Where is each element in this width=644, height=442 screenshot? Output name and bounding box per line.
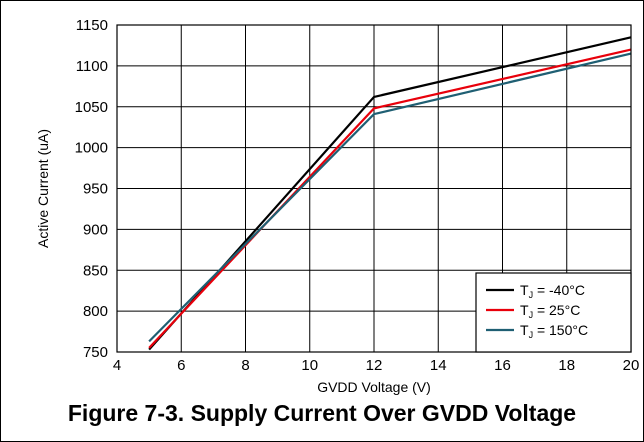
x-axis-label: GVDD Voltage (V) <box>317 379 431 395</box>
legend-label: TJ = 150°C <box>520 322 588 340</box>
plot-border <box>116 24 632 353</box>
legend-label: TJ = -40°C <box>520 282 585 300</box>
y-tick-label: 900 <box>83 221 108 238</box>
tick-labels: 4 6 8 10 12 14 16 18 20 750 800 850 900 950 1000 1050 11… <box>75 17 640 374</box>
x-tick-label: 8 <box>241 357 249 374</box>
y-tick-label: 800 <box>83 303 108 320</box>
x-tick-label: 14 <box>430 357 447 374</box>
x-tick-label: 18 <box>558 357 575 374</box>
x-tick-label: 4 <box>113 357 121 374</box>
y-axis-label: Active Current (uA) <box>35 129 51 248</box>
x-tick-label: 16 <box>494 357 511 374</box>
x-tick-label: 20 <box>623 357 640 374</box>
y-tick-label: 750 <box>83 344 108 361</box>
y-tick-label: 950 <box>83 181 108 198</box>
series-line-1 <box>148 48 632 349</box>
chart-canvas: 4 6 8 10 12 14 16 18 20 750 800 850 900 950 1000 1050 11… <box>35 17 640 395</box>
x-tick-label: 12 <box>366 357 383 374</box>
series-lines <box>148 36 632 351</box>
figure-caption: Figure 7-3. Supply Current Over GVDD Vol… <box>67 400 577 426</box>
y-tick-label: 850 <box>83 262 108 279</box>
legend-label: TJ = 25°C <box>520 302 580 320</box>
x-tick-label: 6 <box>177 357 185 374</box>
y-tick-label: 1100 <box>76 58 108 75</box>
y-tick-label: 1050 <box>75 99 108 116</box>
x-tick-label: 10 <box>301 357 318 374</box>
series-line-2 <box>148 52 632 343</box>
y-tick-label: 1000 <box>75 140 108 157</box>
legend: TJ = -40°C TJ = 25°C TJ = 150°C <box>475 272 632 353</box>
y-tick-label: 1150 <box>76 17 108 34</box>
legend-box <box>475 272 632 353</box>
